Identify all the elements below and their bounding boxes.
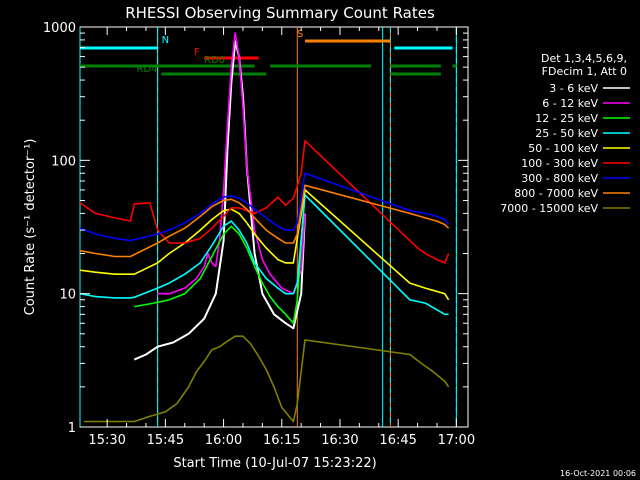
footer-timestamp: 16-Oct-2021 00:06 xyxy=(560,469,636,478)
series-line xyxy=(79,189,450,301)
series-group xyxy=(79,32,450,423)
legend-label: 800 - 7000 keV xyxy=(514,187,598,200)
legend-label: 300 - 800 keV xyxy=(521,172,598,185)
legend-label: 100 - 300 keV xyxy=(521,157,598,170)
state-bar-label-rd0: RD0 xyxy=(204,55,225,66)
y-tick-label: 1 xyxy=(68,421,76,436)
x-tick-label: 16:00 xyxy=(205,433,242,448)
state-bar-label-rd4: RD4 xyxy=(136,64,157,75)
x-tick-label: 15:45 xyxy=(147,433,184,448)
legend-label: 50 - 100 keV xyxy=(528,142,598,155)
x-tick-label: 15:30 xyxy=(88,433,125,448)
series-line xyxy=(79,194,449,316)
chart-title: RHESSI Observing Summary Count Rates xyxy=(125,4,435,22)
state-bar-label-s: S xyxy=(297,29,303,40)
series-line xyxy=(79,184,450,258)
legend-label: 25 - 50 keV xyxy=(535,127,598,140)
x-tick-label: 17:00 xyxy=(438,433,475,448)
annotations: N S F RD0 RD4 xyxy=(79,27,457,427)
state-bar-label-n: N xyxy=(162,35,169,46)
series-line xyxy=(157,32,306,295)
legend-label: 7000 - 15000 keV xyxy=(500,202,598,215)
y-tick-label: 100 xyxy=(51,154,76,169)
legend: Det 1,3,4,5,6,9,FDecim 1, Att 0 3 - 6 keV… xyxy=(500,52,630,215)
x-tick-label: 16:45 xyxy=(379,433,416,448)
y-axis-label: Count Rate (s⁻¹ detector⁻¹) xyxy=(23,139,38,316)
series-line xyxy=(133,40,306,361)
state-bar-label-f: F xyxy=(194,47,200,58)
legend-label: 3 - 6 keV xyxy=(549,82,598,95)
x-tick-label: 16:30 xyxy=(321,433,358,448)
axis-ticks: 15:30 15:45 16:00 16:15 16:30 16:45 17:00 1 10 10… xyxy=(43,21,475,448)
y-tick-label: 1000 xyxy=(43,21,76,36)
x-axis-label: Start Time (10-Jul-07 15:23:22) xyxy=(173,456,376,471)
legend-header-line: FDecim 1, Att 0 xyxy=(542,65,627,78)
series-line xyxy=(79,140,450,264)
series-line xyxy=(83,335,450,423)
legend-label: 12 - 25 keV xyxy=(535,112,598,125)
legend-header-line: Det 1,3,4,5,6,9, xyxy=(541,52,627,65)
y-tick-label: 10 xyxy=(59,288,76,303)
legend-label: 6 - 12 keV xyxy=(542,97,598,110)
series-line xyxy=(79,172,450,242)
x-tick-label: 16:15 xyxy=(263,433,300,448)
series-line xyxy=(134,189,306,325)
